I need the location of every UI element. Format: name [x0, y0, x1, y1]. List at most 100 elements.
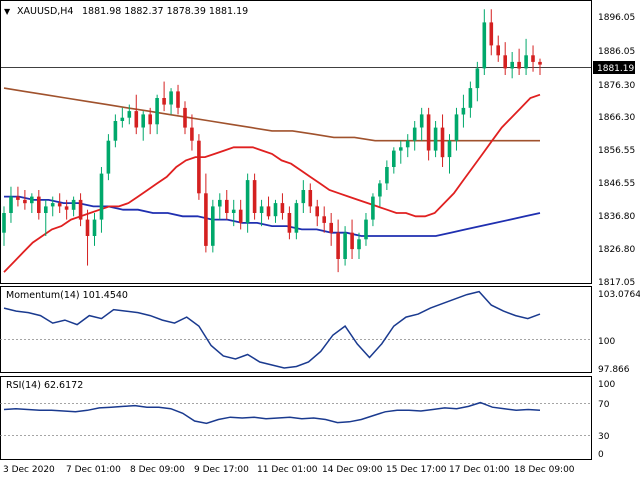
candle-body: [336, 232, 340, 259]
time-label: 3 Dec 2020: [3, 465, 55, 475]
candle-body: [280, 203, 285, 213]
candle-body: [113, 121, 118, 141]
candle-body: [329, 222, 333, 233]
candle-body: [315, 206, 319, 217]
candle-body: [71, 199, 76, 210]
candle-body: [461, 107, 466, 115]
candle-body: [50, 203, 55, 207]
price-tick: 1826.80: [598, 245, 635, 255]
candle-body: [447, 140, 452, 158]
price-tick: 1856.55: [598, 146, 635, 156]
candle-body: [517, 61, 521, 69]
candle-body: [454, 114, 459, 141]
ohlc-values: 1881.98 1882.37 1878.39 1881.19: [82, 6, 248, 17]
price-tick: 1886.05: [598, 47, 635, 57]
candle-body: [169, 91, 173, 105]
candle-body: [426, 114, 431, 151]
candle-body: [64, 206, 69, 210]
candle-body: [197, 140, 201, 194]
candle-body: [9, 196, 13, 213]
candle-body: [308, 190, 313, 207]
rsi-line: [3, 401, 541, 425]
candle-body: [183, 107, 187, 128]
candle-body: [273, 203, 278, 217]
sma-mid-line: [4, 195, 541, 237]
candle-body: [218, 199, 222, 207]
candle-body: [238, 209, 243, 223]
candle-body: [23, 199, 27, 204]
candle-body: [30, 196, 34, 204]
candle-body: [510, 61, 514, 69]
candle-body: [204, 193, 208, 246]
candle-body: [378, 183, 382, 197]
candle-body: [259, 206, 264, 213]
candle-body: [176, 91, 180, 108]
candle-body: [99, 173, 104, 220]
time-label: 17 Dec 01:00: [449, 465, 510, 475]
price-tick: 1866.30: [598, 113, 635, 123]
candle-body: [85, 219, 90, 236]
candle-body: [364, 219, 368, 240]
candle-body: [92, 219, 97, 236]
candle-body: [245, 180, 250, 223]
momentum-label: Momentum(14) 101.4540: [6, 290, 128, 301]
rsi-label: RSI(14) 62.6172: [6, 380, 83, 391]
candle-body: [419, 114, 424, 128]
candle-body: [57, 203, 62, 207]
current-price-value: 1881.19: [597, 64, 634, 74]
candle-body: [412, 127, 417, 141]
price-tick: 1876.30: [598, 81, 635, 91]
time-label: 15 Dec 17:00: [386, 465, 447, 475]
price-tick: 1817.05: [598, 278, 635, 288]
time-label: 11 Dec 01:00: [257, 465, 318, 475]
candle-body: [225, 199, 229, 213]
candle-body: [538, 61, 542, 65]
candle-body: [392, 150, 396, 167]
candle-body: [44, 206, 48, 213]
momentum-tick: 97.866: [598, 365, 630, 375]
candle-body: [120, 117, 125, 121]
candle-body: [440, 127, 445, 158]
time-axis: 3 Dec 2020 7 Dec 01:00 8 Dec 09:00 9 Dec…: [3, 465, 575, 475]
current-price-tag: [593, 61, 635, 74]
candle-body: [134, 111, 139, 128]
momentum-panel[interactable]: [0, 286, 592, 373]
candle-body: [141, 114, 145, 128]
candle-body: [106, 140, 111, 174]
candle-body: [2, 213, 6, 233]
candle-body: [482, 22, 487, 69]
candle-body: [211, 206, 215, 246]
candle-body: [37, 196, 41, 213]
candle-body: [475, 68, 480, 89]
time-label: 18 Dec 09:00: [514, 465, 575, 475]
rsi-series: [3, 401, 541, 425]
time-label: 8 Dec 09:00: [130, 465, 185, 475]
rsi-tick: 30: [598, 432, 610, 442]
sma-fast-line: [3, 93, 541, 273]
candle-body: [301, 190, 306, 204]
symbol-label: XAUUSD,H4: [17, 6, 73, 17]
candle-body: [78, 199, 83, 220]
candlesticks: [2, 9, 542, 273]
rsi-tick: 0: [598, 450, 604, 460]
candle-body: [350, 232, 354, 250]
momentum-tick: 103.0764: [598, 290, 640, 300]
candle-body: [489, 22, 494, 46]
momentum-tick: 100: [598, 337, 615, 347]
rsi-tick: 100: [598, 380, 615, 390]
candle-body: [503, 55, 507, 69]
momentum-line: [3, 290, 541, 369]
rsi-tick: 70: [598, 400, 610, 410]
candle-body: [468, 88, 473, 108]
price-panel[interactable]: [0, 0, 592, 284]
candle-body: [385, 167, 389, 184]
candle-body: [357, 239, 361, 250]
candle-body: [287, 213, 292, 233]
candle-body: [343, 232, 347, 259]
price-tick: 1836.80: [598, 212, 635, 222]
symbol-dropdown-icon[interactable]: ▼: [4, 7, 11, 16]
candle-body: [433, 127, 438, 151]
candle-body: [162, 98, 166, 105]
candle-body: [322, 216, 326, 223]
